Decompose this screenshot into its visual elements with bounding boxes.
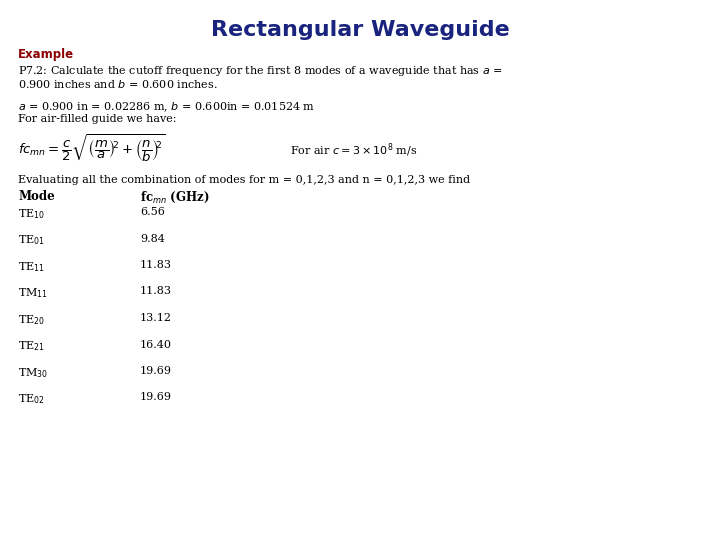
Text: TE$_{01}$: TE$_{01}$ [18,233,45,247]
Text: TM$_{30}$: TM$_{30}$ [18,366,48,380]
Text: 13.12: 13.12 [140,313,172,323]
Text: fc$_{mn}$ (GHz): fc$_{mn}$ (GHz) [140,190,210,205]
Text: 0.900 inches and $b$ = 0.600 inches.: 0.900 inches and $b$ = 0.600 inches. [18,78,217,90]
Text: TE$_{10}$: TE$_{10}$ [18,207,45,221]
Text: 9.84: 9.84 [140,233,165,244]
Text: 6.56: 6.56 [140,207,165,217]
Text: 19.69: 19.69 [140,366,172,376]
Text: P7.2: Calculate the cutoff frequency for the first 8 modes of a waveguide that h: P7.2: Calculate the cutoff frequency for… [18,64,503,78]
Text: 11.83: 11.83 [140,260,172,270]
Text: 16.40: 16.40 [140,340,172,349]
Text: 19.69: 19.69 [140,393,172,402]
Text: 11.83: 11.83 [140,287,172,296]
Text: $a$ = 0.900 in = 0.02286 m, $b$ = 0.600in = 0.01524 m: $a$ = 0.900 in = 0.02286 m, $b$ = 0.600i… [18,100,315,113]
Text: TE$_{02}$: TE$_{02}$ [18,393,45,406]
Text: Mode: Mode [18,190,55,203]
Text: Example: Example [18,48,74,61]
Text: $\mathit{fc}_{mn} = \dfrac{c}{2}\sqrt{\left(\dfrac{m}{a}\right)^{\!\!2} + \left(: $\mathit{fc}_{mn} = \dfrac{c}{2}\sqrt{\l… [18,132,166,164]
Text: TM$_{11}$: TM$_{11}$ [18,287,48,300]
Text: For air-filled guide we have:: For air-filled guide we have: [18,114,176,124]
Text: Rectangular Waveguide: Rectangular Waveguide [211,20,509,40]
Text: Evaluating all the combination of modes for m = 0,1,2,3 and n = 0,1,2,3 we find: Evaluating all the combination of modes … [18,175,470,185]
Text: For air $c = 3\times10^{8}$ m/s: For air $c = 3\times10^{8}$ m/s [290,141,418,159]
Text: TE$_{11}$: TE$_{11}$ [18,260,45,274]
Text: TE$_{21}$: TE$_{21}$ [18,340,45,353]
Text: TE$_{20}$: TE$_{20}$ [18,313,45,327]
